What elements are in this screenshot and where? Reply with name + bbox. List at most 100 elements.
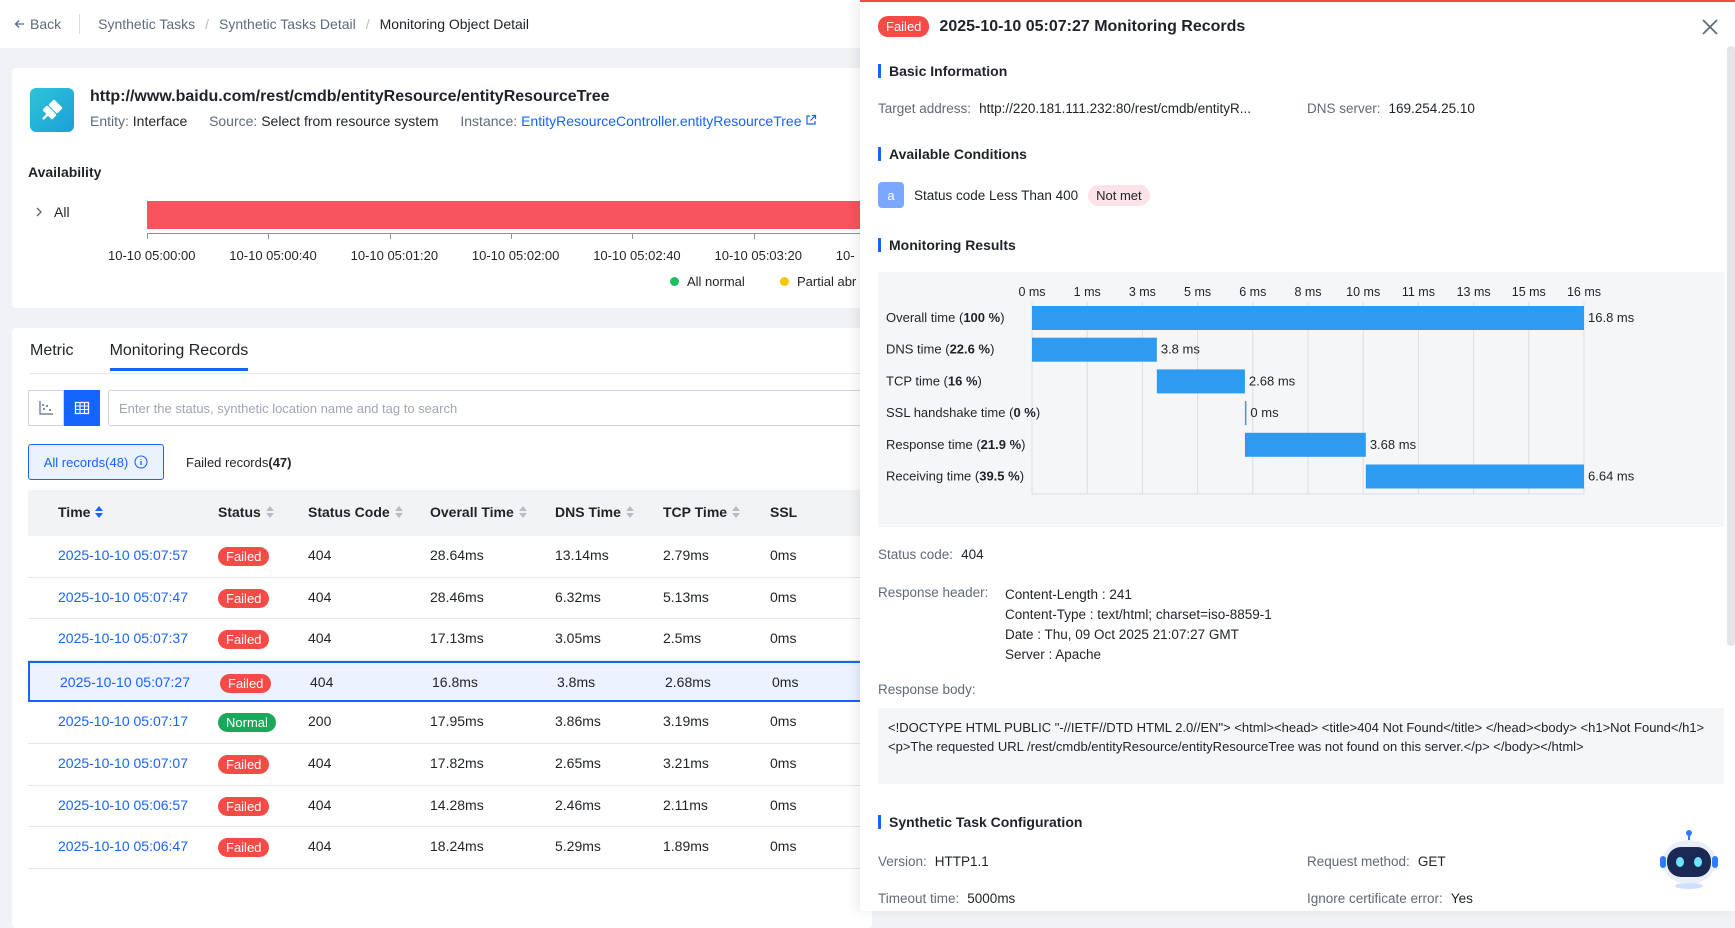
axis-tick-label: 8 ms	[1294, 285, 1321, 299]
axis-tick-label: 6 ms	[1239, 285, 1266, 299]
column-status-code[interactable]: Status Code	[308, 504, 403, 520]
object-url: http://www.baidu.com/rest/cmdb/entityRes…	[90, 88, 610, 105]
axis-tick	[753, 233, 755, 239]
cell-ssl-time: 0ms	[770, 588, 797, 605]
close-icon[interactable]	[1697, 14, 1723, 40]
cell-time[interactable]: 2025-10-10 05:07:57	[58, 547, 188, 563]
availability-bar	[147, 201, 872, 229]
cell-status-code: 404	[308, 838, 332, 855]
cell-time[interactable]: 2025-10-10 05:07:07	[58, 755, 188, 771]
response-header-line: Date : Thu, 09 Oct 2025 21:07:27 GMT	[1005, 627, 1239, 642]
cell-ssl-time: 0ms	[770, 713, 797, 730]
condition-letter: a	[878, 182, 904, 208]
row-percent: 21.9 %	[981, 437, 1022, 452]
table-row[interactable]: 2025-10-10 05:06:47 Failed 404 18.24ms 5.29m…	[28, 827, 872, 869]
tab-monitoring-records[interactable]: Monitoring Records	[109, 342, 249, 371]
column-tcp-time[interactable]: TCP Time	[663, 504, 741, 520]
cell-status: Normal	[218, 713, 276, 733]
response-header-line: Content-Type : text/html; charset=iso-88…	[1005, 607, 1272, 622]
cell-time[interactable]: 2025-10-10 05:07:17	[58, 713, 188, 730]
sort-icon[interactable]	[518, 506, 527, 518]
cell-tcp-time: 2.68ms	[665, 673, 711, 690]
column-dns-time-label: DNS Time	[555, 504, 621, 520]
cell-time[interactable]: 2025-10-10 05:07:27	[60, 673, 190, 690]
column-ssl[interactable]: SSL	[770, 504, 797, 520]
axis-tick-label: 15 ms	[1512, 285, 1546, 299]
axis-tick-label: 10-10 05:02:00	[471, 248, 560, 263]
instance-link[interactable]: EntityResourceController.entityResourceT…	[521, 113, 802, 129]
external-link-icon[interactable]	[805, 114, 817, 126]
filter-failed-records[interactable]: Failed records (47)	[186, 444, 292, 480]
row-percent: 100 %	[963, 310, 1000, 325]
legend-item: All normal	[670, 274, 745, 289]
back-button[interactable]: Back	[14, 16, 61, 32]
sort-icon[interactable]	[265, 506, 274, 518]
dns-server-value: 169.254.25.10	[1388, 101, 1475, 116]
waterfall-value-label: 6.64 ms	[1588, 469, 1635, 484]
drawer-scrollbar[interactable]	[1727, 46, 1735, 646]
cell-status: Failed	[218, 630, 270, 650]
axis-tick-label: 16 ms	[1567, 285, 1601, 299]
row-label: SSL handshake time	[886, 405, 1005, 420]
assistant-robot-icon[interactable]	[1658, 828, 1720, 890]
scatter-view-button[interactable]	[28, 390, 64, 426]
section-monitoring-results: Monitoring Results	[878, 238, 1016, 252]
sort-icon[interactable]	[394, 506, 403, 518]
arrow-left-icon	[14, 20, 24, 28]
column-overall-time[interactable]: Overall Time	[430, 504, 527, 520]
section-available-conditions: Available Conditions	[878, 147, 1027, 161]
axis-tick-label: 10-10 05:01:20	[350, 248, 439, 263]
cell-dns-time: 5.29ms	[555, 838, 601, 855]
condition-state-badge: Not met	[1088, 184, 1150, 206]
cell-time[interactable]: 2025-10-10 05:06:57	[58, 796, 188, 813]
timeout-label: Timeout time:	[878, 891, 960, 906]
condition-text: Status code Less Than 400	[914, 187, 1079, 203]
cell-time[interactable]: 2025-10-10 05:07:37	[58, 630, 188, 647]
axis-tick-label: 5 ms	[1184, 285, 1211, 299]
cell-time[interactable]: 2025-10-10 05:07:47	[58, 588, 188, 605]
monitoring-object-card: http://www.baidu.com/rest/cmdb/entityRes…	[12, 68, 876, 308]
table-row[interactable]: 2025-10-10 05:06:57 Failed 404 14.28ms 2.46m…	[28, 786, 872, 828]
cell-tcp-time: 2.5ms	[663, 630, 702, 647]
table-row[interactable]: 2025-10-10 05:07:17 Normal 200 17.95ms 3.86m…	[28, 702, 872, 744]
back-label: Back	[30, 16, 62, 32]
request-method-label: Request method:	[1307, 854, 1410, 869]
tab-metric[interactable]: Metric	[30, 342, 74, 359]
column-tcp-time-label: TCP Time	[663, 504, 728, 520]
table-row[interactable]: 2025-10-10 05:07:27 Failed 404 16.8ms 3.8ms 2…	[28, 660, 872, 703]
chevron-right-icon[interactable]	[34, 206, 44, 218]
axis-tick-label: 13 ms	[1457, 285, 1491, 299]
legend-label: Partial abr	[797, 274, 857, 289]
cell-status-code: 404	[310, 673, 334, 690]
table-row[interactable]: 2025-10-10 05:07:47 Failed 404 28.46ms 6.32m…	[28, 578, 872, 620]
source-value: Select from resource system	[261, 113, 439, 129]
column-time[interactable]: Time	[58, 504, 104, 520]
table-row[interactable]: 2025-10-10 05:07:57 Failed 404 28.64ms 13.14…	[28, 536, 872, 578]
filter-failed-label: Failed records	[186, 454, 269, 470]
all-label: All	[54, 204, 70, 220]
availability-all-row[interactable]: All	[34, 204, 70, 220]
column-dns-time[interactable]: DNS Time	[555, 504, 634, 520]
cell-dns-time: 2.65ms	[555, 755, 601, 771]
column-status[interactable]: Status	[218, 504, 274, 520]
filter-all-records[interactable]: All records (48)	[28, 444, 164, 480]
table-row[interactable]: 2025-10-10 05:07:37 Failed 404 17.13ms 3.05m…	[28, 619, 872, 661]
search-input[interactable]	[108, 390, 872, 426]
sort-icon[interactable]	[95, 506, 104, 518]
table-view-button[interactable]	[64, 390, 100, 426]
response-header-line: Server : Apache	[1005, 647, 1102, 662]
breadcrumb-synthetic-tasks[interactable]: Synthetic Tasks	[98, 16, 196, 32]
sort-icon[interactable]	[732, 506, 741, 518]
row-label: Overall time	[886, 310, 955, 325]
breadcrumb-synthetic-tasks-detail[interactable]: Synthetic Tasks Detail	[219, 16, 356, 32]
table-row[interactable]: 2025-10-10 05:07:07 Failed 404 17.82ms 2.65m…	[28, 744, 872, 786]
sort-icon[interactable]	[625, 506, 634, 518]
object-meta: Entity: Interface Source: Select from re…	[90, 113, 817, 129]
waterfall-value-label: 3.68 ms	[1370, 437, 1417, 452]
request-method: Request method: GET	[1307, 854, 1446, 869]
status-badge: Failed	[218, 588, 270, 608]
cell-overall-time: 17.95ms	[430, 713, 484, 730]
instance-label: Instance:	[460, 113, 518, 129]
cell-time[interactable]: 2025-10-10 05:06:47	[58, 838, 188, 855]
status-code: Status code: 404	[878, 547, 984, 562]
